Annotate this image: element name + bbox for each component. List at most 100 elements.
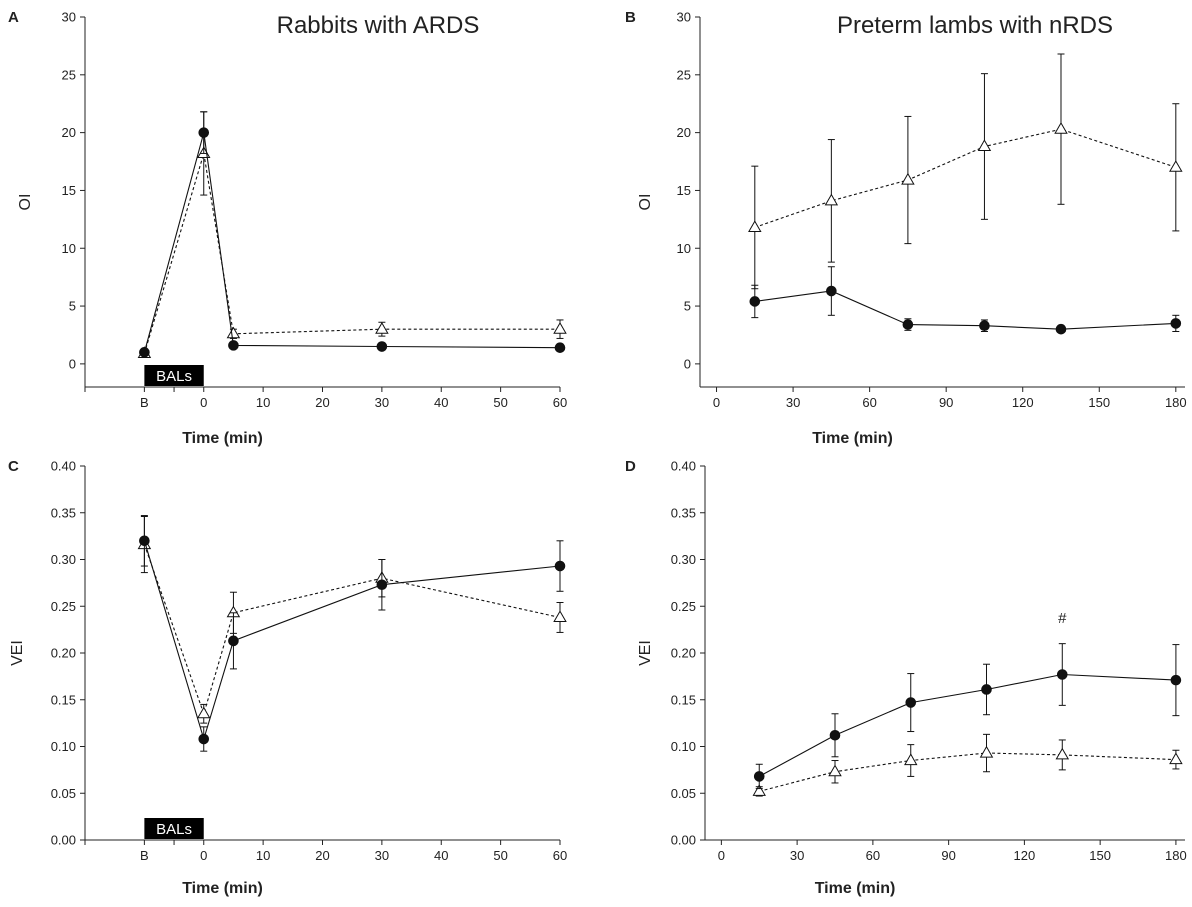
data-point bbox=[1170, 674, 1182, 686]
x-tick-label: 180 bbox=[1165, 848, 1187, 863]
data-point bbox=[376, 579, 388, 591]
data-point bbox=[902, 319, 914, 330]
y-tick-label: 30 bbox=[677, 10, 691, 25]
y-tick-label: 0.20 bbox=[51, 646, 76, 661]
data-point bbox=[226, 326, 241, 339]
y-tick-label: 0.30 bbox=[51, 552, 76, 567]
data-point bbox=[139, 347, 150, 358]
x-tick-label: 0 bbox=[200, 848, 207, 863]
y-tick-label: 0.00 bbox=[671, 833, 696, 848]
x-tick-label: 60 bbox=[862, 395, 876, 410]
series-filled-circles bbox=[139, 515, 566, 752]
y-tick-label: 0 bbox=[69, 356, 76, 371]
data-point bbox=[1056, 669, 1068, 680]
y-tick-label: 0.40 bbox=[671, 459, 696, 474]
panel-b: B Preterm lambs with nRDS 0 5 10 15 20 25 30 0 30 6… bbox=[625, 9, 1187, 447]
y-tick-label: 0.05 bbox=[671, 786, 696, 801]
y-tick-label: 0.30 bbox=[671, 552, 696, 567]
y-tick-label: 0.25 bbox=[51, 599, 76, 614]
data-point bbox=[905, 697, 917, 708]
data-point bbox=[752, 784, 766, 796]
x-tick-label: 30 bbox=[375, 848, 389, 863]
x-tick-label: 0 bbox=[713, 395, 720, 410]
y-tick-label: 25 bbox=[677, 67, 691, 82]
x-tick-label: 50 bbox=[493, 395, 507, 410]
data-point bbox=[901, 172, 915, 185]
x-axis-title: Time (min) bbox=[182, 430, 263, 447]
x-tick-label: 90 bbox=[941, 848, 955, 863]
data-point bbox=[1169, 752, 1183, 765]
series-filled-circles bbox=[753, 643, 1182, 790]
data-point bbox=[198, 127, 210, 138]
data-point bbox=[375, 322, 389, 334]
panel-a: A Rabbits with ARDS 0 5 10 15 20 25 30 B 0 10 20 30 40… bbox=[8, 9, 567, 447]
data-point bbox=[1054, 122, 1068, 134]
y-tick-label: 0.15 bbox=[51, 692, 76, 707]
data-point bbox=[979, 745, 994, 758]
series-line bbox=[143, 153, 560, 354]
series-open-triangles bbox=[137, 111, 567, 358]
bals-label: BALs bbox=[156, 368, 192, 385]
data-point bbox=[139, 535, 150, 547]
x-tick-label: B bbox=[140, 848, 149, 863]
series-line bbox=[143, 544, 561, 716]
series-line bbox=[759, 752, 1176, 792]
y-axis-title: VEI bbox=[9, 640, 26, 666]
x-tick-label: 90 bbox=[939, 395, 953, 410]
x-tick-label: 150 bbox=[1089, 848, 1111, 863]
y-axis-title: OI bbox=[637, 194, 654, 211]
y-tick-label: 5 bbox=[69, 299, 76, 314]
y-tick-label: 30 bbox=[62, 10, 76, 25]
data-point bbox=[826, 285, 837, 297]
data-point bbox=[904, 753, 918, 766]
x-tick-label: 180 bbox=[1165, 395, 1187, 410]
chart-title: Rabbits with ARDS bbox=[277, 12, 480, 39]
series-line bbox=[758, 673, 1176, 777]
data-point bbox=[748, 220, 762, 232]
panel-letter: B bbox=[625, 9, 636, 26]
significance-marker: # bbox=[1058, 610, 1067, 627]
series-open-triangles bbox=[137, 515, 567, 724]
data-point bbox=[376, 341, 388, 352]
x-axis-title: Time (min) bbox=[815, 880, 896, 897]
x-tick-label: 60 bbox=[866, 848, 880, 863]
series-filled-circles bbox=[139, 111, 566, 358]
y-tick-label: 15 bbox=[62, 183, 76, 198]
data-point bbox=[228, 340, 239, 351]
data-point bbox=[829, 729, 841, 741]
data-point bbox=[981, 684, 992, 695]
bals-label: BALs bbox=[156, 821, 192, 838]
panel-letter: A bbox=[8, 9, 19, 26]
bals-bar bbox=[144, 818, 204, 839]
x-tick-label: 20 bbox=[315, 848, 329, 863]
y-tick-label: 0.35 bbox=[51, 505, 76, 520]
data-point bbox=[554, 342, 566, 353]
series-line bbox=[143, 540, 561, 741]
y-tick-label: 0.20 bbox=[671, 646, 696, 661]
series-line bbox=[754, 290, 1176, 330]
x-axis-title: Time (min) bbox=[182, 880, 263, 897]
x-tick-label: 150 bbox=[1088, 395, 1110, 410]
data-point bbox=[749, 296, 761, 307]
x-tick-label: 60 bbox=[553, 395, 567, 410]
x-tick-label: 10 bbox=[256, 395, 270, 410]
series-line bbox=[754, 128, 1176, 228]
x-tick-label: 30 bbox=[375, 395, 389, 410]
y-tick-label: 20 bbox=[677, 125, 691, 140]
y-tick-label: 15 bbox=[677, 183, 691, 198]
data-point bbox=[753, 771, 765, 782]
x-tick-label: B bbox=[140, 395, 149, 410]
y-tick-label: 0.40 bbox=[51, 459, 76, 474]
data-point bbox=[828, 764, 842, 777]
data-point bbox=[1055, 747, 1070, 760]
y-tick-label: 0.35 bbox=[671, 505, 696, 520]
x-tick-label: 60 bbox=[553, 848, 567, 863]
series-open-triangles bbox=[752, 733, 1183, 797]
bals-bar bbox=[144, 365, 204, 386]
series-filled-circles bbox=[749, 266, 1182, 335]
y-tick-label: 20 bbox=[62, 125, 76, 140]
y-tick-label: 0.10 bbox=[671, 739, 696, 754]
x-tick-label: 0 bbox=[200, 395, 207, 410]
x-tick-label: 40 bbox=[434, 848, 448, 863]
